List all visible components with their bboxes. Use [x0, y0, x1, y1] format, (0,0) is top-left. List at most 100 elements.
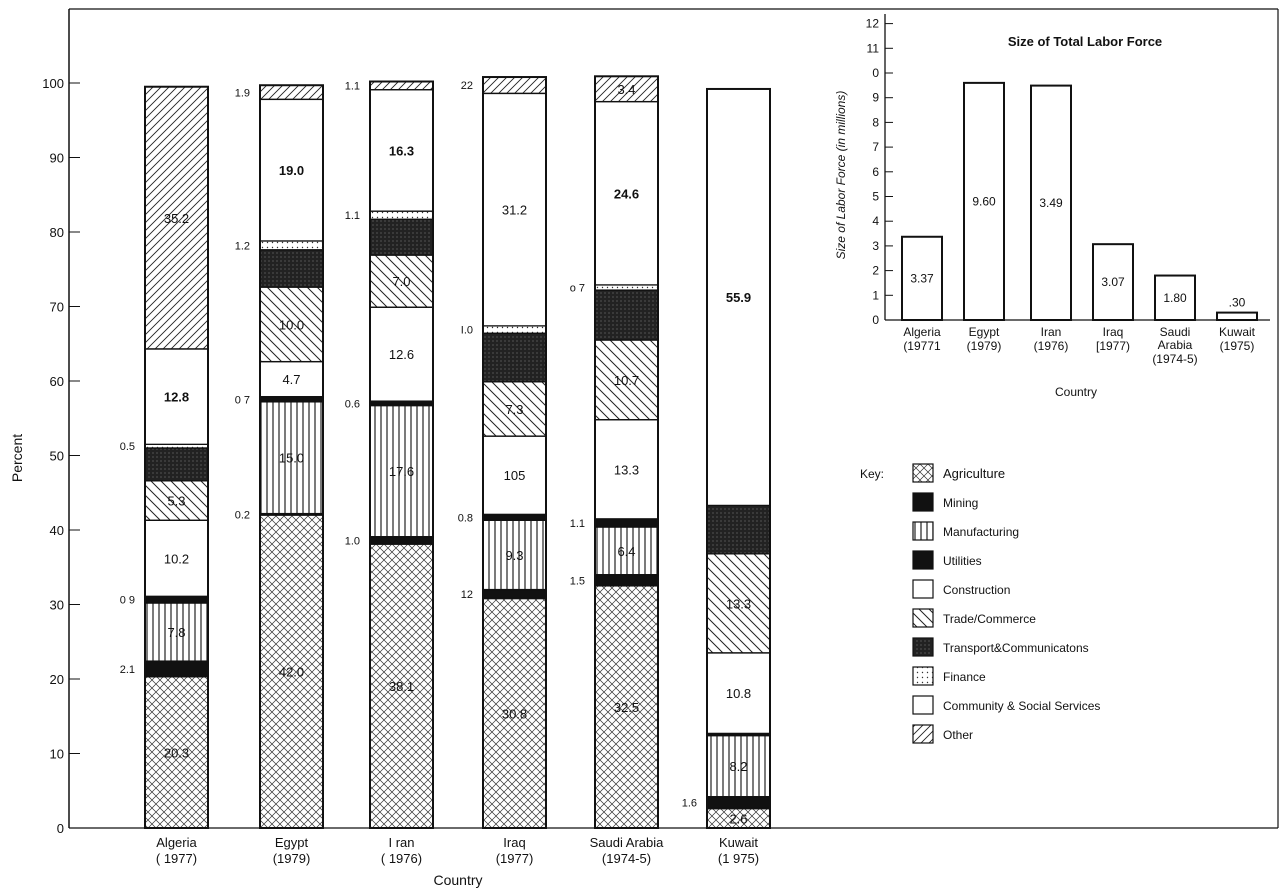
inset-y-tick-label: 11 — [867, 41, 880, 55]
bar-outline-iraq — [482, 76, 547, 830]
inset-y-tick-label: 7 — [872, 140, 879, 154]
side-value-label: 0.2 — [235, 509, 250, 521]
inset-bar-iran — [1030, 84, 1072, 321]
inset-value-label: 3.07 — [1101, 275, 1125, 289]
figure-frame — [68, 8, 1279, 829]
bar-segment-iraq-manufacturing — [482, 519, 547, 591]
bar-segment-algeria-transport-communicatons — [144, 447, 209, 482]
inset-value-label: .30 — [1229, 296, 1246, 310]
legend-label-construction: Construction — [943, 583, 1010, 597]
inset-category-label-iran: Iran — [1041, 325, 1062, 339]
inset-category-year-label: (1975) — [1220, 339, 1255, 353]
legend-label-finance: Finance — [943, 670, 986, 684]
main-y-tick-label: 20 — [50, 672, 64, 687]
inset-bar-algeria — [901, 235, 943, 321]
segment-value-label: 10.0 — [279, 317, 304, 332]
legend-swatch-mining — [912, 492, 934, 512]
bar-segment-iraq-utilities — [482, 513, 547, 521]
segment-value-label: 19.0 — [279, 163, 304, 178]
category-label-algeria: Algeria — [156, 835, 197, 850]
inset-category-year-label: (1974-5) — [1152, 352, 1197, 366]
segment-value-label: 7.3 — [505, 402, 523, 417]
segment-value-label: 5.3 — [167, 494, 185, 509]
segment-value-label: 12.8 — [164, 390, 189, 405]
main-y-tick-label: 90 — [50, 151, 64, 166]
legend: Key: Agriculture Mining Manufacturing Utili… — [860, 463, 1100, 744]
segment-value-label: 8.2 — [729, 759, 747, 774]
inset-category-label-algeria: Algeria — [903, 325, 941, 339]
legend-swatch-transport-communicatons — [912, 637, 934, 657]
side-value-label: 1.1 — [570, 518, 585, 530]
bar-segment-i-ran-utilities — [369, 400, 434, 407]
inset-category-year-label: (19771 — [903, 339, 941, 353]
bar-segment-saudi-arabia-mining — [594, 574, 659, 587]
inset-bar-saudi — [1154, 274, 1196, 322]
legend-label-agriculture: Agriculture — [943, 466, 1005, 481]
main-y-tick-label: 80 — [50, 225, 64, 240]
bar-segment-kuwait-manufacturing — [706, 734, 771, 798]
inset-category-label-kuwait: Kuwait — [1219, 325, 1256, 339]
main-y-axis-label: Percent — [9, 434, 25, 482]
main-y-tick-label: 70 — [50, 300, 64, 315]
inset-category-label-egypt: Egypt — [969, 325, 1000, 339]
inset-y-tick-label: 2 — [872, 264, 879, 278]
main-y-tick-label: 50 — [50, 449, 64, 464]
inset-y-tick-label: 12 — [866, 17, 880, 31]
bar-segment-iraq-trade-commerce — [482, 381, 547, 437]
side-value-label: 1.0 — [345, 535, 360, 547]
category-year-label: (1 975) — [718, 851, 759, 866]
inset-y-tick-label: 0 — [872, 313, 879, 327]
bar-segment-i-ran-construction — [369, 306, 434, 402]
legend-label-mining: Mining — [943, 496, 978, 510]
legend-swatch-community-social-services — [912, 695, 934, 715]
segment-value-label: 2.6 — [729, 811, 747, 826]
main-category-labels: Algeria( 1977) Egypt(1979) I ran( 1976) Ira… — [156, 835, 759, 866]
segment-value-label: 24.6 — [614, 186, 639, 201]
segment-value-label: 55.9 — [726, 290, 751, 305]
main-bars — [144, 75, 771, 830]
side-value-label: 1.9 — [235, 87, 250, 99]
segment-value-label: 13.3 — [614, 462, 639, 477]
main-side-labels: 2.1 0 9 0.5 0.2 0 7 1.2 1.9 1.0 0.6 1.1 1.1 12 0.8 I.… — [120, 80, 697, 809]
legend-label-community-social-services: Community & Social Services — [943, 699, 1100, 713]
bar-segment-saudi-arabia-transport-communicatons — [594, 289, 659, 341]
inset-title: Size of Total Labor Force — [1008, 34, 1162, 49]
main-y-tick-label: 40 — [50, 523, 64, 538]
bar-segment-iraq-community-social-services — [482, 92, 547, 327]
main-y-tick-label: 60 — [50, 374, 64, 389]
bar-outline-saudi-arabia — [594, 75, 659, 830]
bar-segment-egypt-finance — [259, 240, 324, 251]
category-label-i-ran: I ran — [388, 835, 414, 850]
legend-swatch-utilities — [912, 550, 934, 570]
bar-segment-egypt-utilities — [259, 395, 324, 403]
side-value-label: 1.6 — [682, 798, 697, 810]
bar-segment-i-ran-manufacturing — [369, 404, 434, 538]
inset-category-label-iraq: Iraq — [1103, 325, 1124, 339]
inset-bar-kuwait — [1216, 311, 1258, 321]
inset-value-label: 9.60 — [972, 194, 996, 208]
category-label-kuwait: Kuwait — [719, 835, 758, 850]
bar-segment-saudi-arabia-manufacturing — [594, 526, 659, 576]
bar-segment-algeria-community-social-services — [144, 348, 209, 445]
inset-y-tick-label: 6 — [872, 165, 879, 179]
inset-value-label: 1.80 — [1163, 291, 1187, 305]
main-y-tick-group: 0 10 20 30 40 50 60 70 80 90 100 — [42, 76, 80, 836]
inset-category-label-saudi: Saudi — [1160, 325, 1191, 339]
legend-swatch-construction — [912, 579, 934, 599]
segment-value-label: 30.8 — [502, 706, 527, 721]
category-year-label: (1979) — [273, 851, 311, 866]
bar-outline-egypt — [259, 84, 324, 830]
main-y-tick-label: 100 — [42, 76, 64, 91]
side-value-label: 2.1 — [120, 664, 135, 676]
inset-category-year-label: [1977) — [1096, 339, 1130, 353]
segment-value-label: 6.4 — [617, 544, 635, 559]
inset-y-axis — [884, 14, 1270, 321]
inset-category-year-label: (1976) — [1034, 339, 1069, 353]
bar-outline-i-ran — [369, 80, 434, 829]
segment-value-label: 105 — [504, 468, 526, 483]
bar-segment-iraq-other — [482, 76, 547, 95]
inset-category-labels: Algeria(19771 Egypt(1979) Iran(1976) Iraq[1… — [903, 325, 1255, 366]
inset-bars: 3.37 9.60 3.49 3.07 1.80 .30 — [901, 81, 1258, 322]
